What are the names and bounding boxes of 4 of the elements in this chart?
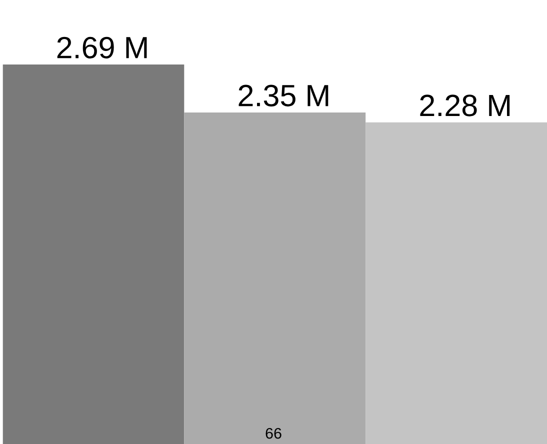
data-label: 2.28 M <box>420 94 510 116</box>
data-label: 2.69 M <box>57 36 147 58</box>
annotation: 66 <box>266 428 282 439</box>
data-label: 2.35 M <box>238 84 328 106</box>
